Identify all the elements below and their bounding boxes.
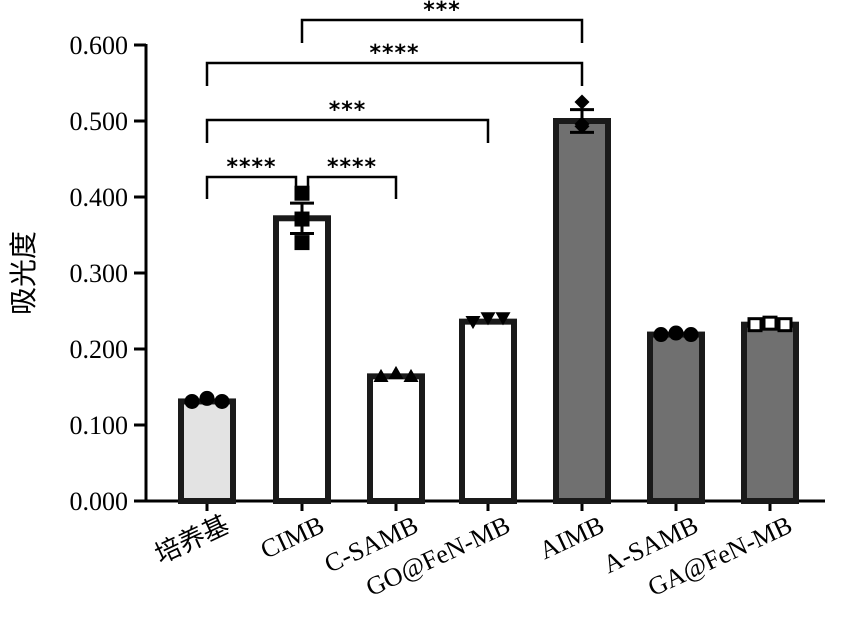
- y-tick-label: 0.300: [70, 259, 129, 288]
- data-point: [574, 94, 590, 110]
- bar-6: [741, 321, 799, 504]
- significance-bracket: [205, 175, 298, 199]
- significance-bracket: [300, 18, 584, 43]
- y-tick-label: 0.200: [70, 335, 129, 364]
- significance-bracket: [306, 175, 398, 199]
- bar-0: [178, 398, 236, 504]
- y-tick-label: 0.600: [70, 31, 129, 60]
- bar-1: [273, 215, 331, 504]
- data-point: [653, 327, 669, 343]
- data-point: [495, 312, 511, 326]
- data-point: [762, 315, 778, 331]
- error-bars: [290, 108, 594, 235]
- axes: 0.000 0.100 0.200 0.300 0.400 0.500 0.600: [70, 31, 825, 516]
- significance-label: ****: [226, 155, 276, 180]
- data-point: [747, 317, 763, 333]
- data-point: [777, 317, 793, 333]
- bar-2: [367, 373, 425, 504]
- y-tick-label: 0.400: [70, 183, 129, 212]
- data-point: [668, 325, 684, 341]
- category-label: 培养基: [151, 510, 234, 569]
- y-axis-label: 吸光度: [7, 231, 40, 315]
- data-point: [214, 393, 230, 409]
- data-point: [388, 365, 404, 379]
- data-point: [373, 368, 389, 382]
- bar-3: [459, 318, 517, 505]
- data-points: [184, 94, 793, 409]
- significance-bracket: [205, 61, 584, 86]
- data-point: [403, 368, 419, 382]
- bars: [178, 118, 799, 505]
- significance-brackets: ************** ****: [205, 0, 584, 199]
- data-point: [480, 312, 496, 326]
- data-point: [184, 393, 200, 409]
- data-point: [465, 316, 481, 330]
- data-point: [294, 185, 310, 201]
- category-label: AIMB: [535, 510, 609, 565]
- significance-label: ****: [369, 41, 419, 66]
- significance-bracket: [205, 118, 490, 143]
- category-label: CIMB: [256, 510, 328, 564]
- bar-5: [647, 331, 705, 504]
- significance-label: ***: [423, 0, 461, 23]
- significance-label: ***: [329, 98, 367, 123]
- data-point: [199, 390, 215, 406]
- data-point: [683, 327, 699, 343]
- significance-label: ****: [327, 155, 377, 180]
- y-tick-label: 0.000: [70, 487, 129, 516]
- bar-4: [553, 118, 611, 504]
- y-tick-label: 0.500: [70, 107, 129, 136]
- y-tick-label: 0.100: [70, 411, 129, 440]
- data-point: [294, 235, 310, 251]
